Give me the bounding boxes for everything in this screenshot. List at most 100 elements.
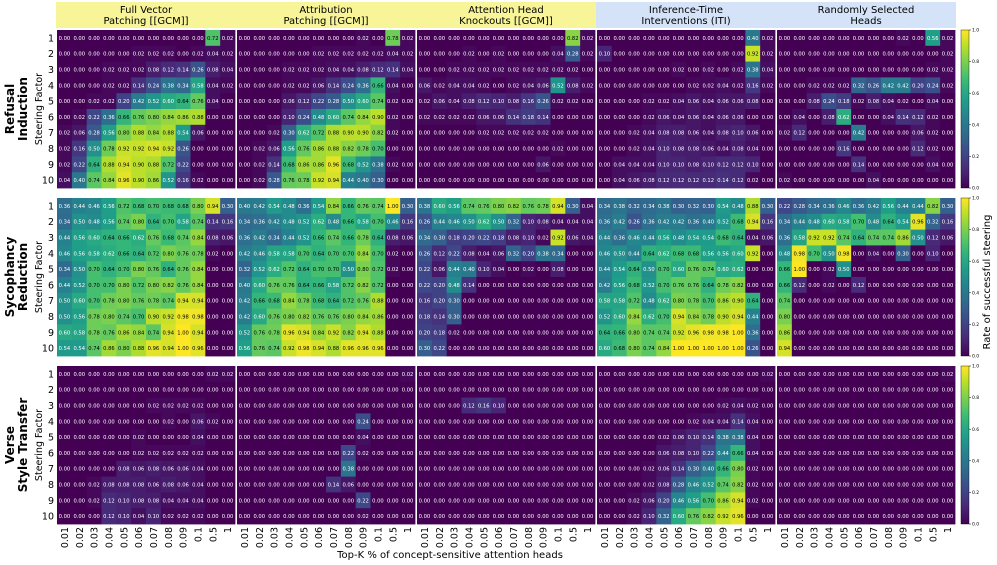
cell-value-label: 0.00 xyxy=(762,498,774,504)
cell-value-label: 0.00 xyxy=(433,178,445,184)
cell-value-label: 0.00 xyxy=(402,346,414,352)
heatmap-cell xyxy=(296,213,312,230)
cell-value-label: 0.02 xyxy=(582,52,594,58)
cell-value-label: 0.00 xyxy=(927,372,939,378)
x-tick-label: 0.5 xyxy=(568,527,579,542)
cell-value-label: 0.52 xyxy=(298,236,310,242)
cell-value-label: 0.00 xyxy=(283,372,295,378)
heatmap-cell xyxy=(326,45,342,62)
heatmap-cell xyxy=(220,308,236,325)
heatmap-cell xyxy=(220,109,236,126)
heatmap-cell xyxy=(175,77,191,94)
cell-value-label: 0.70 xyxy=(88,299,100,305)
heatmap-cell xyxy=(565,124,581,141)
heatmap-cell xyxy=(385,156,401,173)
heatmap-cell xyxy=(641,45,657,62)
heatmap-cell xyxy=(491,45,507,62)
cell-value-label: 0.18 xyxy=(838,99,850,105)
cell-value-label: 0.00 xyxy=(298,404,310,410)
cell-value-label: 0.00 xyxy=(779,147,791,153)
heatmap-cell xyxy=(760,124,776,141)
cell-value-label: 0.02 xyxy=(747,498,759,504)
x-tick-label: 0.08 xyxy=(704,527,715,548)
heatmap-cell xyxy=(296,93,312,110)
heatmap-cell xyxy=(611,156,628,173)
heatmap-cell xyxy=(910,124,926,141)
heatmap-cell xyxy=(266,261,282,278)
heatmap-cell xyxy=(131,61,147,78)
cell-value-label: 0.00 xyxy=(762,388,774,394)
cell-value-label: 0.00 xyxy=(599,68,611,74)
cell-value-label: 0.08 xyxy=(118,483,130,489)
y-tick-label: 10 xyxy=(42,176,54,187)
cell-value-label: 0.02 xyxy=(59,162,71,168)
cell-value-label: 0.06 xyxy=(222,236,234,242)
cell-value-label: 0.00 xyxy=(673,419,685,425)
cell-value-label: 0.00 xyxy=(582,498,594,504)
heatmap-cell xyxy=(175,124,191,141)
cell-value-label: 0.00 xyxy=(419,404,431,410)
cell-value-label: 0.02 xyxy=(59,147,71,153)
cell-value-label: 0.00 xyxy=(59,483,71,489)
cell-value-label: 0.00 xyxy=(912,435,924,441)
heatmap-cell xyxy=(821,61,837,78)
cell-value-label: 0.00 xyxy=(328,467,340,473)
cell-value-label: 0.00 xyxy=(582,251,594,257)
cell-value-label: 0.76 xyxy=(268,283,280,289)
heatmap-cell xyxy=(251,277,268,294)
cell-value-label: 0.70 xyxy=(88,267,100,273)
cell-value-label: 0.80 xyxy=(133,220,145,226)
heatmap-cell xyxy=(641,61,657,78)
cell-value-label: 0.00 xyxy=(239,52,251,58)
cell-value-label: 0.00 xyxy=(118,435,130,441)
cell-value-label: 0.00 xyxy=(73,388,85,394)
heatmap-cell xyxy=(326,30,342,47)
cell-value-label: 0.00 xyxy=(762,315,774,321)
cell-value-label: 0.02 xyxy=(927,115,939,121)
heatmap-cell xyxy=(57,261,73,278)
cell-value-label: 0.02 xyxy=(222,36,234,42)
cell-value-label: 0.00 xyxy=(567,388,579,394)
cell-value-label: 0.00 xyxy=(493,467,505,473)
cell-value-label: 0.00 xyxy=(59,99,71,105)
cell-value-label: 0.00 xyxy=(567,451,579,457)
heatmap-cell xyxy=(506,109,522,126)
heatmap-cell xyxy=(880,140,897,157)
cell-value-label: 0.08 xyxy=(463,251,475,257)
cell-value-label: 0.00 xyxy=(239,178,251,184)
cell-value-label: 0.00 xyxy=(882,147,894,153)
cell-value-label: 0.02 xyxy=(222,372,234,378)
cell-value-label: 0.22 xyxy=(779,204,791,210)
cell-value-label: 0.02 xyxy=(688,83,700,89)
cell-value-label: 0.70 xyxy=(372,147,384,153)
heatmap-cell xyxy=(355,140,371,157)
cell-value-label: 0.10 xyxy=(283,115,295,121)
cell-value-label: 0.20 xyxy=(118,99,130,105)
cell-value-label: 0.08 xyxy=(103,483,115,489)
heatmap-cell xyxy=(160,45,177,62)
cell-value-label: 0.00 xyxy=(387,178,399,184)
cell-value-label: 0.00 xyxy=(882,514,894,520)
cell-value-label: 0.78 xyxy=(537,204,549,210)
cell-value-label: 0.00 xyxy=(868,330,880,336)
heatmap-cell xyxy=(626,140,642,157)
cell-value-label: 0.00 xyxy=(823,36,835,42)
cell-value-label: 0.76 xyxy=(357,299,369,305)
cell-value-label: 0.00 xyxy=(808,330,820,336)
heatmap-panel-0-4: 0.00 0.00 0.00 0.00 0.00 0.00 0.00 0.00 0.02 0.00… xyxy=(777,30,956,189)
cell-value-label: 0.02 xyxy=(823,267,835,273)
cell-value-label: 0.00 xyxy=(838,178,850,184)
cell-value-label: 0.66 xyxy=(613,330,625,336)
heatmap-cell xyxy=(57,140,73,157)
cell-value-label: 0.08 xyxy=(148,498,160,504)
cell-value-label: 0.00 xyxy=(567,162,579,168)
cell-value-label: 0.02 xyxy=(207,419,219,425)
cell-value-label: 0.00 xyxy=(599,451,611,457)
cell-value-label: 0.64 xyxy=(882,220,894,226)
cell-value-label: 0.48 xyxy=(808,220,820,226)
cell-value-label: 0.00 xyxy=(912,483,924,489)
cell-value-label: 0.58 xyxy=(192,83,204,89)
cell-value-label: 0.86 xyxy=(148,178,160,184)
heatmap-cell xyxy=(597,93,613,110)
heatmap-cell xyxy=(175,140,191,157)
